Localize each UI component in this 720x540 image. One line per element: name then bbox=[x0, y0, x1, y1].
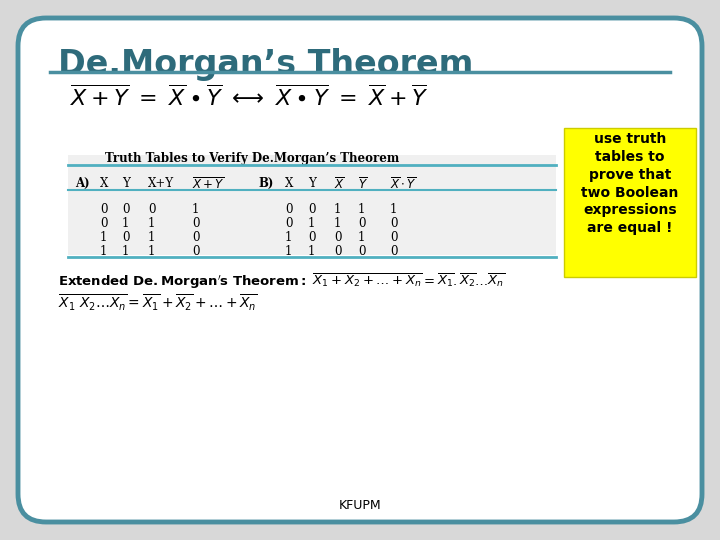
FancyBboxPatch shape bbox=[564, 128, 696, 277]
Text: 1: 1 bbox=[334, 203, 341, 216]
Text: $\overline{X}\cdot\overline{Y}$: $\overline{X}\cdot\overline{Y}$ bbox=[390, 177, 417, 193]
Text: 1: 1 bbox=[100, 245, 107, 258]
Text: B): B) bbox=[258, 177, 274, 190]
Text: Y: Y bbox=[122, 177, 130, 190]
Text: 1: 1 bbox=[285, 231, 292, 244]
Text: 0: 0 bbox=[148, 203, 156, 216]
Text: 0: 0 bbox=[390, 245, 397, 258]
Text: 1: 1 bbox=[100, 231, 107, 244]
Text: 0: 0 bbox=[358, 245, 366, 258]
Text: 1: 1 bbox=[148, 245, 156, 258]
Text: 1: 1 bbox=[122, 245, 130, 258]
Text: 1: 1 bbox=[358, 203, 365, 216]
Text: 0: 0 bbox=[122, 231, 130, 244]
Text: 0: 0 bbox=[390, 231, 397, 244]
Text: KFUPM: KFUPM bbox=[338, 499, 382, 512]
Text: 0: 0 bbox=[308, 203, 315, 216]
Text: 0: 0 bbox=[100, 217, 107, 230]
Text: 0: 0 bbox=[358, 217, 366, 230]
Text: 0: 0 bbox=[390, 217, 397, 230]
Text: 1: 1 bbox=[148, 231, 156, 244]
Text: $\overline{X+Y}\ =\ \overline{X}\bullet\overline{Y}$$\ \longleftrightarrow\ $$\o: $\overline{X+Y}\ =\ \overline{X}\bullet\… bbox=[70, 85, 428, 111]
Text: De.Morgan’s Theorem: De.Morgan’s Theorem bbox=[58, 48, 473, 81]
Text: X: X bbox=[285, 177, 293, 190]
Text: $\overline{X}$: $\overline{X}$ bbox=[334, 177, 345, 193]
Text: 1: 1 bbox=[334, 217, 341, 230]
Text: 0: 0 bbox=[122, 203, 130, 216]
Text: 0: 0 bbox=[192, 245, 199, 258]
Text: 0: 0 bbox=[192, 217, 199, 230]
Text: 1: 1 bbox=[192, 203, 199, 216]
Text: $\mathbf{Extended\ De.Morgan's\ Theorem:}$$\ \overline{X_1+X_2+\ldots+X_n}=\over: $\mathbf{Extended\ De.Morgan's\ Theorem:… bbox=[58, 272, 505, 291]
Text: use truth
tables to
prove that
two Boolean
expressions
are equal !: use truth tables to prove that two Boole… bbox=[581, 132, 679, 235]
Text: 1: 1 bbox=[358, 231, 365, 244]
Text: A): A) bbox=[75, 177, 89, 190]
Text: X+Y: X+Y bbox=[148, 177, 174, 190]
Text: $\overline{X+Y}$: $\overline{X+Y}$ bbox=[192, 177, 225, 193]
Text: $\overline{X_1\ X_2\ldots X_n}=\overline{X_1}+\overline{X_2}+\ldots+\overline{X_: $\overline{X_1\ X_2\ldots X_n}=\overline… bbox=[58, 292, 258, 313]
Text: 0: 0 bbox=[285, 217, 292, 230]
Text: 1: 1 bbox=[285, 245, 292, 258]
FancyBboxPatch shape bbox=[68, 155, 556, 255]
Text: 1: 1 bbox=[148, 217, 156, 230]
Text: Y: Y bbox=[308, 177, 316, 190]
Text: 1: 1 bbox=[308, 245, 315, 258]
Text: 0: 0 bbox=[308, 231, 315, 244]
FancyBboxPatch shape bbox=[18, 18, 702, 522]
Text: 0: 0 bbox=[334, 245, 341, 258]
Text: $\overline{Y}$: $\overline{Y}$ bbox=[358, 177, 368, 193]
Text: X: X bbox=[100, 177, 109, 190]
Text: 1: 1 bbox=[308, 217, 315, 230]
Text: 0: 0 bbox=[285, 203, 292, 216]
Text: 1: 1 bbox=[122, 217, 130, 230]
Text: Truth Tables to Verify De.Morgan’s Theorem: Truth Tables to Verify De.Morgan’s Theor… bbox=[105, 152, 400, 165]
Text: 0: 0 bbox=[100, 203, 107, 216]
Text: 0: 0 bbox=[334, 231, 341, 244]
Text: 1: 1 bbox=[390, 203, 397, 216]
Text: 0: 0 bbox=[192, 231, 199, 244]
